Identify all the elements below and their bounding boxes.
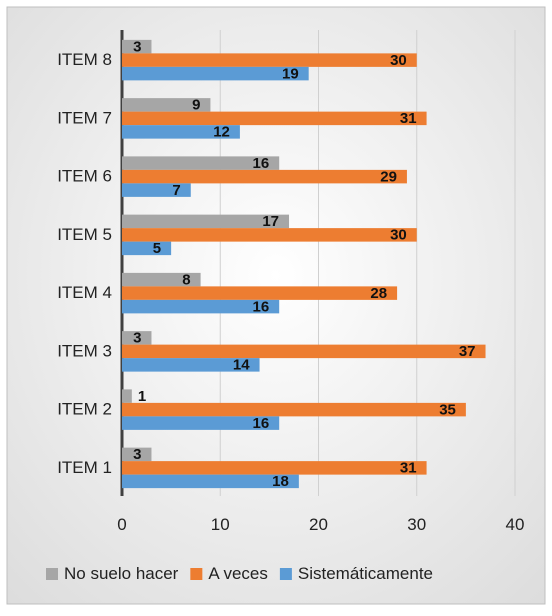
data-label: 16: [253, 415, 270, 432]
legend-label: No suelo hacer: [64, 564, 179, 583]
data-label: 31: [400, 110, 417, 127]
category-label: ITEM 2: [57, 400, 112, 419]
data-label: 9: [192, 97, 200, 114]
bar: [122, 344, 486, 359]
legend-swatch: [46, 568, 58, 580]
bar: [122, 461, 427, 475]
data-label: 3: [133, 38, 141, 55]
data-label: 29: [380, 168, 397, 185]
bar: [122, 183, 191, 197]
data-label: 30: [390, 52, 407, 69]
bar: [122, 331, 152, 345]
data-label: 37: [459, 343, 476, 360]
bar: [122, 98, 211, 112]
data-label: 14: [233, 357, 250, 374]
bar: [122, 402, 466, 417]
x-axis-ticks: 0 10 20 30 40: [117, 515, 524, 534]
x-tick-label: 20: [309, 515, 328, 534]
bar: [122, 66, 309, 81]
data-label: 8: [182, 271, 190, 288]
category-label: ITEM 7: [57, 108, 112, 127]
bar: [122, 228, 417, 242]
bar: [122, 156, 280, 170]
data-label: 19: [282, 65, 299, 82]
x-tick-label: 40: [506, 515, 525, 534]
data-label: 35: [439, 401, 456, 418]
bar: [122, 474, 299, 489]
category-labels: ITEM 1 ITEM 2 ITEM 3 ITEM 4 ITEM 5 ITEM 6 ITEM…: [57, 50, 112, 477]
data-label: 16: [253, 155, 270, 172]
x-tick-label: 0: [117, 515, 126, 534]
bar: [122, 214, 290, 229]
category-label: ITEM 4: [57, 283, 112, 302]
legend-label: Sistemáticamente: [298, 564, 433, 583]
x-tick-label: 10: [211, 515, 230, 534]
bar: [122, 111, 427, 126]
data-label: 16: [253, 298, 270, 315]
data-label: 17: [262, 213, 279, 230]
bar: [122, 389, 132, 403]
legend: No suelo hacer A veces Sistemáticamente: [46, 564, 433, 583]
x-tick-label: 30: [407, 515, 426, 534]
bar: [122, 39, 152, 54]
category-label: ITEM 8: [57, 50, 112, 69]
data-label: 1: [138, 388, 146, 405]
bar: [122, 53, 417, 67]
data-label: 7: [172, 182, 180, 199]
data-label: 28: [370, 285, 387, 302]
data-labels: 3 31 18 1 35 16 3 37 14 8 28 16 17 30 5 16 29 7 9 31 12 3 30 19: [133, 38, 475, 490]
bar: [122, 169, 407, 184]
bar: [122, 358, 260, 372]
category-label: ITEM 1: [57, 458, 112, 477]
bar: [122, 299, 280, 314]
bar: [122, 447, 152, 462]
bar: [122, 241, 172, 256]
bar: [122, 286, 398, 300]
data-label: 3: [133, 446, 141, 463]
data-label: 18: [272, 473, 289, 490]
category-label: ITEM 6: [57, 167, 112, 186]
category-label: ITEM 3: [57, 341, 112, 360]
data-label: 31: [400, 460, 417, 477]
legend-swatch: [190, 568, 203, 580]
bar: [122, 272, 201, 287]
legend-label: A veces: [208, 564, 268, 583]
data-label: 3: [133, 330, 141, 347]
legend-swatch: [279, 568, 292, 580]
bar: [122, 416, 280, 430]
bar: [122, 125, 240, 139]
bars: [122, 39, 486, 489]
data-label: 30: [390, 227, 407, 244]
data-label: 5: [153, 240, 161, 257]
data-label: 12: [213, 124, 230, 141]
category-label: ITEM 5: [57, 225, 112, 244]
